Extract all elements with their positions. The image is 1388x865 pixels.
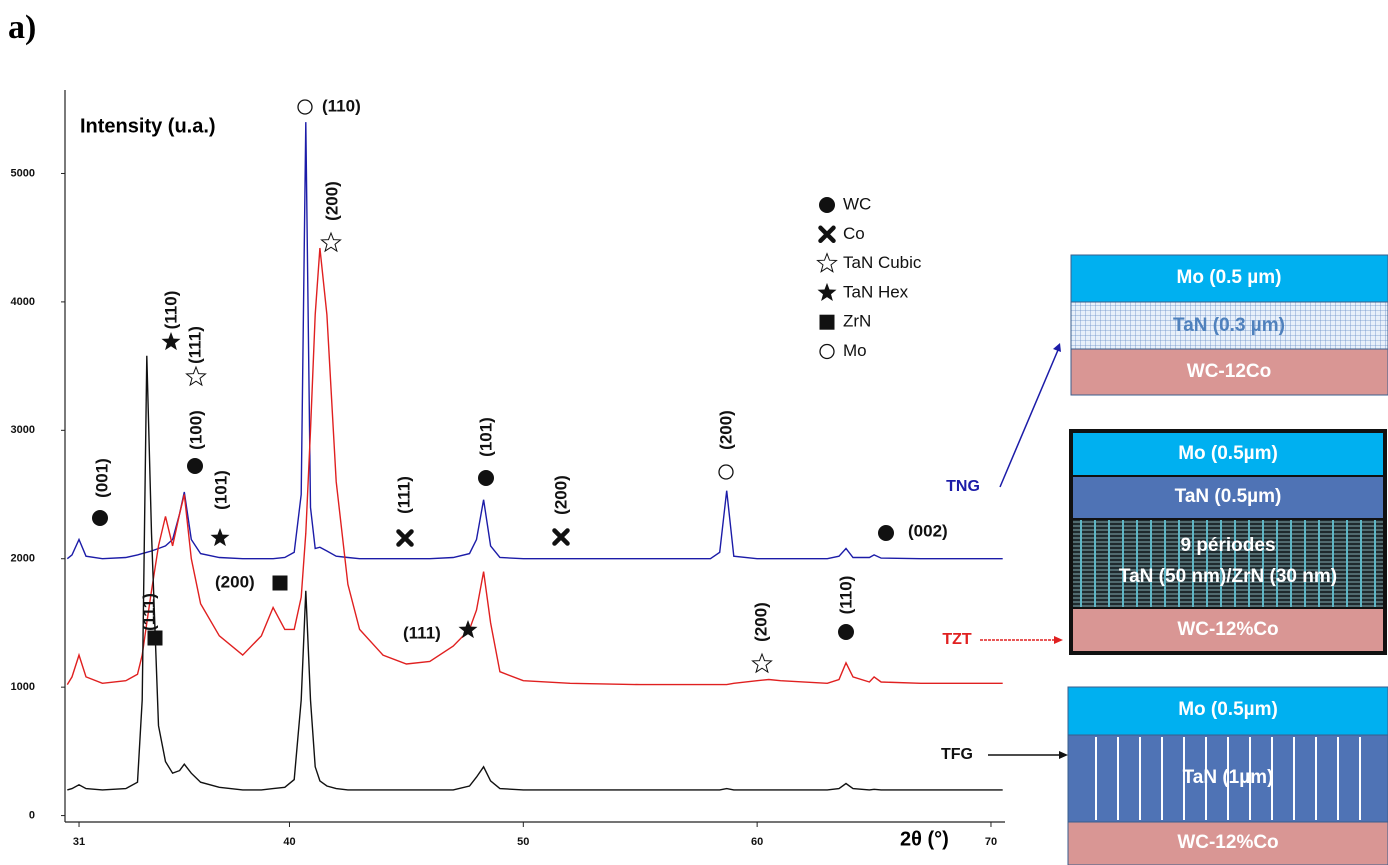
peak-label: (200) [716, 410, 735, 450]
legend-label: Mo [843, 341, 867, 360]
marker [211, 528, 230, 546]
figure: a) Intensity (u.a.) 2θ (°) Mo (0.5 µm) T… [0, 0, 1388, 865]
layer-label: Mo (0.5µm) [1178, 699, 1278, 720]
marker [162, 332, 181, 350]
marker [753, 654, 772, 672]
arrow-head [1059, 751, 1068, 759]
marker [820, 315, 835, 330]
peak-label: (101) [476, 417, 495, 457]
marker [399, 532, 412, 545]
layer-label: TaN (0.5µm) [1175, 486, 1282, 507]
legend-label: Co [843, 224, 865, 243]
peak-label: (100) [186, 410, 205, 450]
arrow [1000, 350, 1058, 487]
peak-label: (110) [161, 291, 180, 330]
peak-label: (111) [403, 623, 441, 642]
peak-label: (200) [215, 572, 255, 591]
layer-label: TaN (1µm) [1183, 767, 1274, 788]
marker [187, 458, 203, 474]
legend-label: TaN Hex [843, 282, 909, 301]
layer-label: WC-12Co [1187, 361, 1271, 382]
layer [1073, 520, 1383, 607]
marker [819, 197, 835, 213]
marker [878, 525, 894, 541]
y-tick-label: 5000 [11, 167, 35, 179]
peak-label: (200) [551, 475, 570, 515]
layer-label: WC-12%Co [1177, 619, 1278, 640]
x-tick-label: 70 [985, 836, 997, 848]
marker [92, 510, 108, 526]
marker [298, 100, 312, 114]
layer-label: Mo (0.5 µm) [1177, 267, 1282, 288]
peak-label: (200) [322, 181, 341, 221]
peak-label: (001) [92, 458, 111, 498]
marker [838, 624, 854, 640]
x-tick-label: 31 [73, 836, 85, 848]
marker [478, 470, 494, 486]
marker [820, 345, 834, 359]
series-label: TNG [946, 478, 980, 495]
marker [818, 283, 837, 301]
layer-label: TaN (50 nm)/ZrN (30 nm) [1119, 566, 1337, 587]
layer-diagram: Mo (0.5µm) TaN (1µm) WC-12%Co [1068, 687, 1388, 865]
series-label: TZT [942, 631, 972, 648]
marker [273, 576, 288, 591]
y-tick-label: 1000 [11, 681, 35, 693]
y-tick-label: 2000 [11, 553, 35, 565]
y-axis-label: Intensity (u.a.) [80, 115, 216, 137]
peak-label: (110) [322, 96, 361, 115]
marker [322, 233, 341, 251]
layer-label: Mo (0.5µm) [1178, 443, 1278, 464]
legend-label: WC [843, 194, 871, 213]
y-tick-label: 4000 [11, 296, 35, 308]
legend-label: TaN Cubic [843, 253, 922, 272]
legend-label: ZrN [843, 312, 871, 331]
peak-label: (110) [836, 576, 855, 615]
y-tick-label: 3000 [11, 424, 35, 436]
marker [187, 367, 206, 385]
marker [818, 254, 837, 272]
x-tick-label: 50 [517, 836, 529, 848]
layer-diagram: Mo (0.5 µm) TaN (0.3 µm) WC-12Co [1071, 255, 1388, 395]
marker [821, 228, 834, 241]
layer-label: WC-12%Co [1177, 832, 1278, 853]
marker [459, 620, 478, 638]
panel-label: a) [8, 9, 36, 46]
layer-label: TaN (0.3 µm) [1173, 315, 1285, 336]
peak-label: (101) [211, 470, 230, 510]
peak-label: (111) [394, 476, 413, 514]
peak-label: (111) [185, 326, 204, 364]
marker [719, 465, 733, 479]
x-tick-label: 60 [751, 836, 763, 848]
marker [148, 631, 163, 646]
series-label: TFG [941, 746, 973, 763]
peak-label: (111) [139, 593, 158, 631]
marker [555, 531, 568, 544]
x-axis-label: 2θ (°) [900, 828, 949, 850]
layer-label: 9 périodes [1180, 535, 1275, 556]
arrow-head [1054, 636, 1063, 644]
y-tick-label: 0 [29, 809, 35, 821]
x-tick-label: 40 [283, 836, 295, 848]
peak-label: (200) [751, 602, 770, 642]
series-line [67, 356, 1002, 790]
peak-label: (002) [908, 521, 948, 540]
layer-diagram: Mo (0.5µm) TaN (0.5µm) 9 périodes TaN (5… [1069, 429, 1387, 655]
